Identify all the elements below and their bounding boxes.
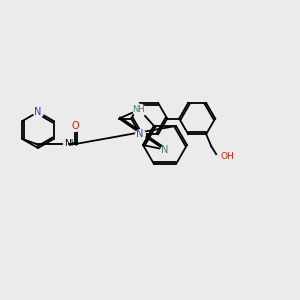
Text: N: N: [34, 107, 42, 117]
Text: N: N: [34, 107, 42, 117]
Text: NH: NH: [64, 139, 78, 148]
Text: N: N: [161, 145, 168, 154]
Text: OH: OH: [220, 152, 234, 160]
Text: O: O: [72, 121, 79, 131]
Text: N: N: [136, 129, 144, 139]
Text: O: O: [72, 121, 79, 131]
Text: NH: NH: [132, 105, 145, 114]
